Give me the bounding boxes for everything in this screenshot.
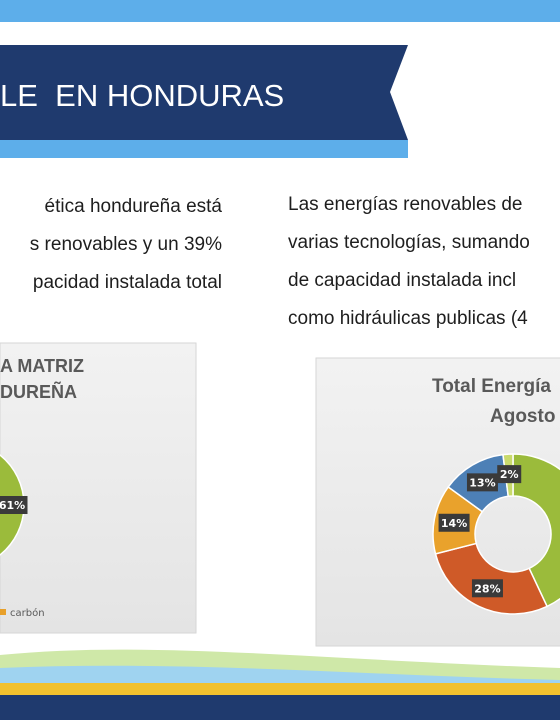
data-label: 61% — [0, 499, 25, 512]
data-label: 13% — [469, 476, 495, 489]
text-line: s renovables y un 39% — [30, 234, 222, 255]
donut-segment — [434, 542, 549, 615]
banner — [0, 45, 408, 140]
label-box — [438, 513, 470, 532]
banner-title: LE EN HONDURAS — [0, 78, 284, 113]
donut-segment — [512, 453, 560, 608]
data-label: 2% — [500, 468, 519, 481]
text-line: varias tecnologías, sumando — [288, 232, 530, 253]
label-box — [497, 465, 522, 484]
chart-title: A MATRIZ — [0, 356, 84, 376]
text-line: como hidráulicas publicas (4 — [288, 308, 528, 329]
data-label: 14% — [441, 517, 467, 530]
top-strip — [0, 0, 560, 22]
label-box — [466, 473, 498, 492]
label-box — [471, 579, 503, 598]
chart-box — [0, 342, 197, 634]
right-paragraph: Las energías renovables de varias tecnolo… — [288, 194, 530, 329]
text-line: Las energías renovables de — [288, 194, 523, 215]
text-line: pacidad instalada total — [33, 272, 222, 293]
chart-title: Total Energía — [432, 376, 551, 397]
chart-title: DUREÑA — [0, 381, 77, 402]
legend-label: carbón — [10, 607, 45, 619]
text-line: ética hondureña está — [45, 196, 223, 217]
chart-left: A MATRIZ DUREÑA 61% carbón — [0, 356, 84, 619]
footer-band — [0, 695, 560, 720]
banner-shadow — [0, 140, 408, 158]
label-box — [0, 496, 28, 514]
text-line: de capacidad instalada incl — [288, 270, 516, 291]
data-label: 28% — [474, 582, 500, 595]
chart-right: Total Energía Agosto 28% 14% 13% 2% — [432, 376, 560, 615]
legend-swatch — [0, 609, 6, 615]
wave-yellow — [0, 683, 560, 695]
chart-title: Agosto — [490, 406, 555, 427]
left-paragraph: ética hondureña está s renovables y un 39… — [30, 196, 223, 293]
